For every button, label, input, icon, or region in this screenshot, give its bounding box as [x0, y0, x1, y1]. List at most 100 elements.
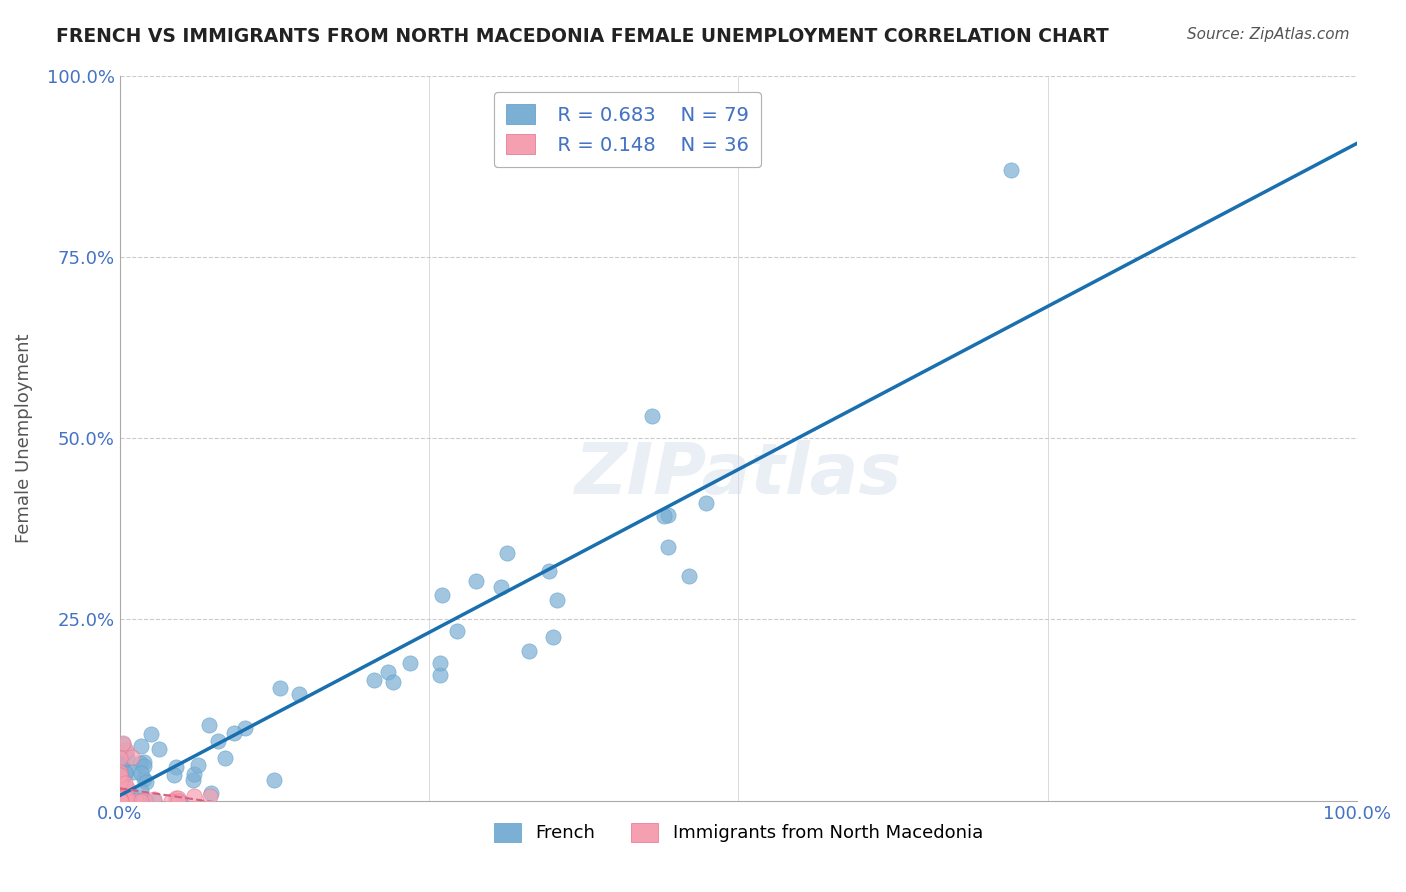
Point	[142, 794, 165, 808]
Point	[114, 794, 136, 808]
Point	[163, 768, 186, 782]
Point	[143, 792, 166, 806]
Point	[233, 721, 256, 735]
Point	[538, 564, 561, 578]
Point	[129, 794, 152, 808]
Point	[110, 794, 132, 808]
Point	[181, 773, 204, 788]
Point	[167, 794, 190, 808]
Point	[198, 718, 221, 732]
Point	[198, 789, 221, 804]
Point	[446, 624, 468, 638]
Point	[377, 665, 399, 680]
Point	[465, 574, 488, 588]
Point	[207, 734, 229, 748]
Point	[112, 794, 135, 808]
Point	[108, 794, 131, 808]
Point	[108, 791, 131, 805]
Point	[124, 794, 146, 808]
Point	[108, 794, 131, 808]
Point	[135, 775, 157, 789]
Point	[399, 656, 422, 670]
Point	[121, 750, 143, 764]
Point	[432, 589, 454, 603]
Point	[1000, 162, 1022, 177]
Point	[135, 794, 157, 808]
Point	[489, 580, 512, 594]
Point	[112, 794, 135, 808]
Point	[110, 789, 132, 804]
Point	[115, 743, 138, 757]
Point	[641, 409, 664, 424]
Point	[148, 741, 170, 756]
Point	[118, 794, 141, 808]
Point	[657, 508, 679, 523]
Point	[114, 794, 136, 808]
Point	[115, 794, 138, 808]
Point	[108, 794, 131, 808]
Y-axis label: Female Unemployment: Female Unemployment	[15, 334, 32, 543]
Point	[111, 753, 134, 767]
Point	[115, 745, 138, 759]
Point	[652, 508, 675, 523]
Point	[110, 775, 132, 789]
Point	[131, 794, 153, 808]
Point	[108, 774, 131, 789]
Point	[108, 750, 131, 764]
Point	[165, 759, 187, 773]
Point	[110, 794, 132, 808]
Point	[110, 794, 132, 808]
Point	[131, 794, 153, 808]
Point	[214, 751, 236, 765]
Point	[132, 772, 155, 786]
Point	[546, 593, 568, 607]
Point	[111, 776, 134, 790]
Point	[117, 791, 139, 805]
Point	[114, 765, 136, 780]
Point	[160, 794, 183, 808]
Point	[167, 790, 190, 805]
Point	[183, 789, 205, 803]
Point	[115, 780, 138, 795]
Point	[108, 777, 131, 791]
Point	[382, 675, 405, 690]
Point	[114, 794, 136, 808]
Point	[112, 794, 135, 808]
Text: FRENCH VS IMMIGRANTS FROM NORTH MACEDONIA FEMALE UNEMPLOYMENT CORRELATION CHART: FRENCH VS IMMIGRANTS FROM NORTH MACEDONI…	[56, 27, 1109, 45]
Point	[110, 794, 132, 808]
Point	[110, 794, 132, 808]
Point	[141, 727, 163, 741]
Point	[111, 777, 134, 791]
Point	[517, 643, 540, 657]
Point	[129, 756, 152, 771]
Point	[108, 764, 131, 779]
Point	[108, 768, 131, 782]
Point	[678, 569, 700, 583]
Point	[115, 794, 138, 808]
Point	[263, 773, 285, 788]
Point	[110, 794, 132, 808]
Point	[112, 794, 135, 808]
Point	[129, 784, 152, 798]
Point	[134, 755, 156, 769]
Point	[132, 759, 155, 773]
Point	[200, 786, 222, 800]
Point	[134, 792, 156, 806]
Point	[115, 765, 138, 780]
Point	[115, 751, 138, 765]
Point	[657, 540, 679, 554]
Point	[120, 794, 142, 808]
Point	[543, 630, 565, 644]
Point	[110, 762, 132, 776]
Point	[110, 776, 132, 790]
Point	[165, 790, 187, 805]
Point	[363, 673, 385, 687]
Point	[125, 794, 148, 808]
Point	[108, 794, 131, 808]
Point	[114, 775, 136, 789]
Point	[496, 546, 519, 560]
Point	[429, 668, 451, 682]
Point	[169, 794, 191, 808]
Point	[429, 656, 451, 670]
Point	[187, 758, 209, 772]
